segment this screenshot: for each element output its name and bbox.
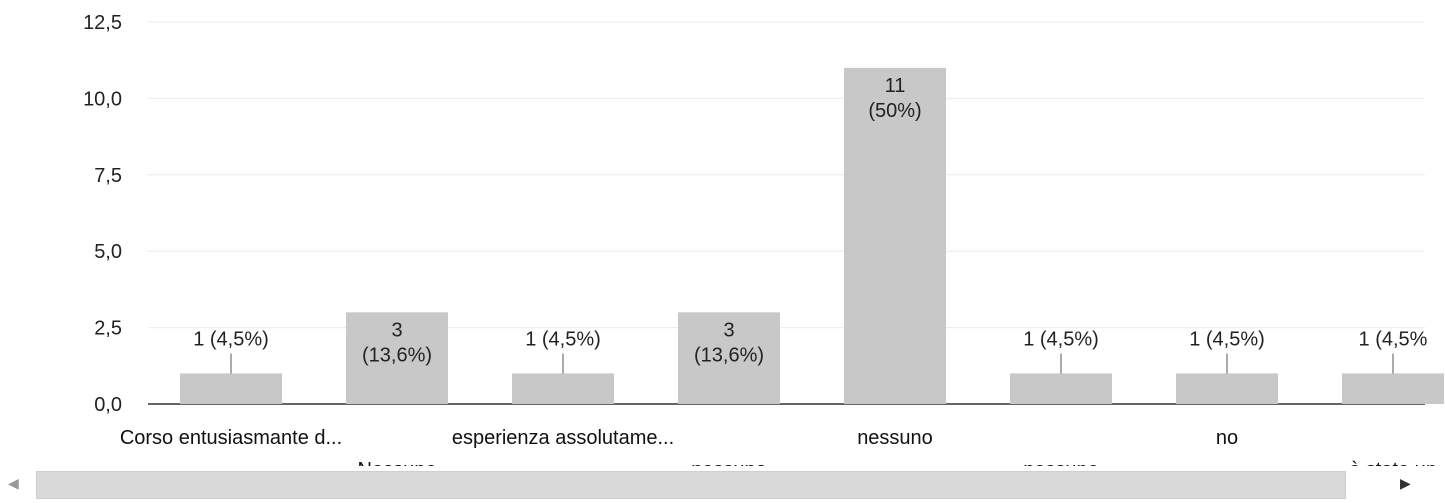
scroll-right-icon[interactable]: ▶ — [1400, 475, 1411, 491]
x-tick-label: no — [1216, 427, 1238, 449]
x-tick-label: nessuno — [857, 427, 933, 449]
y-tick-label: 5,0 — [94, 241, 122, 263]
y-tick-label: 10,0 — [83, 88, 122, 110]
data-label: 1 (4,5%) — [1189, 328, 1265, 350]
x-tick-label: nessuna — [691, 459, 767, 466]
chart-canvas: 0,0 2,5 5,0 7,5 10,0 12,5 1 (4,5%) 3 (13,6%) 1 (4… — [83, 12, 1444, 481]
x-tick-label: è stato un — [1349, 459, 1437, 466]
horizontal-scrollbar[interactable]: ◀ ▶ — [0, 466, 1445, 503]
x-tick-label: nessuno — [1023, 459, 1099, 466]
y-tick-label: 12,5 — [83, 12, 122, 34]
bar[interactable] — [512, 373, 614, 404]
bar[interactable] — [346, 312, 448, 404]
data-label: 3 (13,6%) — [694, 319, 764, 366]
y-tick-label: 2,5 — [94, 318, 122, 340]
data-label: 3 (13,6%) — [362, 319, 432, 366]
bar[interactable] — [678, 312, 780, 404]
x-tick-label: esperienza assolutame... — [452, 427, 674, 449]
bar[interactable] — [1342, 373, 1444, 404]
bar[interactable] — [1176, 373, 1278, 404]
data-label: 1 (4,5%) — [525, 328, 601, 350]
bar[interactable] — [844, 67, 946, 404]
data-label: 11 (50%) — [868, 75, 921, 122]
x-tick-label: Nessuno — [358, 459, 437, 466]
y-tick-label: 0,0 — [94, 394, 122, 416]
bar[interactable] — [1010, 373, 1112, 404]
y-tick-label: 7,5 — [94, 165, 122, 187]
scroll-left-icon[interactable]: ◀ — [8, 475, 19, 491]
data-label: 1 (4,5%) — [193, 328, 269, 350]
bar[interactable] — [180, 373, 282, 404]
scrollbar-thumb[interactable] — [36, 471, 1346, 499]
data-label: 1 (4,5%) — [1023, 328, 1099, 350]
data-label: 1 (4,5% — [1359, 328, 1428, 350]
x-tick-label: Corso entusiasmante d... — [120, 427, 342, 449]
